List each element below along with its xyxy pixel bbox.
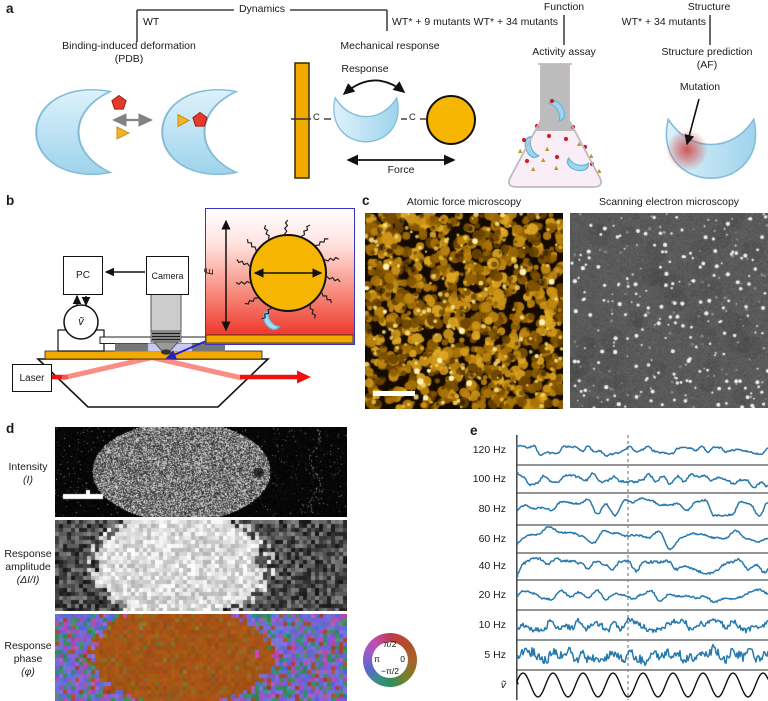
intensity-label-2: (I) xyxy=(23,474,33,486)
row-label-20hz: 20 Hz xyxy=(478,589,506,601)
binding-deformation-schematic xyxy=(35,88,238,176)
sem-image xyxy=(570,213,768,408)
gold-particle xyxy=(426,95,476,145)
wt34-structure-label: WT* + 34 mutants xyxy=(621,16,706,28)
phase-tick-right: 0 xyxy=(400,654,405,664)
row-label-drive: ṽ xyxy=(500,679,506,691)
spacer-left xyxy=(115,343,148,352)
function-label: Function xyxy=(543,1,585,13)
response-label: Response xyxy=(341,63,389,75)
linker-c-left: C xyxy=(313,112,320,123)
phase-tick-left: π xyxy=(374,654,380,664)
surface-polymers xyxy=(235,219,341,320)
panel-b-label: b xyxy=(6,193,15,208)
panel-a-label: a xyxy=(6,1,14,16)
colorwheel-center xyxy=(372,642,408,678)
evanescent-field-inset: Ẽ xyxy=(205,208,355,345)
sem-title: Scanning electron microscopy xyxy=(598,196,740,208)
bound-triangle xyxy=(177,113,191,128)
panel-a-art xyxy=(35,9,757,188)
phase-image xyxy=(55,614,347,701)
amplitude-image xyxy=(55,520,347,611)
laser-text: Laser xyxy=(19,372,45,384)
mutation-arrow xyxy=(684,98,700,146)
field-label: Ẽ xyxy=(204,268,216,275)
structure-label: Structure xyxy=(687,1,731,13)
row-label-40hz: 40 Hz xyxy=(478,560,506,572)
laser-arrowhead xyxy=(297,370,311,384)
gold-surface xyxy=(206,334,353,343)
beam-down xyxy=(151,355,243,381)
afm-image xyxy=(365,213,563,409)
pc-text: PC xyxy=(76,270,90,281)
phase-tick-bottom: −π/2 xyxy=(381,666,399,676)
mechanical-response-schematic xyxy=(291,62,476,179)
wt-label: WT xyxy=(143,16,160,28)
activity-assay-flask xyxy=(508,63,602,188)
prism-and-beam xyxy=(36,355,311,408)
linker-c-right: C xyxy=(409,112,416,123)
intensity-image xyxy=(55,427,347,517)
afm-title: Atomic force microscopy xyxy=(406,196,522,208)
phase-tick-top: π/2 xyxy=(383,639,397,649)
tether-protein xyxy=(259,309,281,334)
camera-box: Camera xyxy=(146,256,189,295)
binding-title-1: Binding-induced deformation xyxy=(62,40,196,52)
row-label-10hz: 10 Hz xyxy=(478,619,506,631)
afm-scalebar xyxy=(373,391,415,396)
bound-pentagon xyxy=(192,111,208,127)
structure-prediction-schematic xyxy=(665,98,757,179)
row-label-5hz: 5 Hz xyxy=(484,649,506,661)
row-label-120hz: 120 Hz xyxy=(472,444,506,456)
mutation-label: Mutation xyxy=(679,81,721,93)
phase-label-3: (φ) xyxy=(21,666,35,678)
ligand-pentagon xyxy=(111,94,127,110)
ligand-triangle xyxy=(116,126,131,140)
laser-box: Laser xyxy=(12,364,52,392)
amplitude-label-3: (ΔI/I) xyxy=(16,574,40,586)
panel-b-art xyxy=(36,267,311,408)
prism xyxy=(36,358,270,408)
inset-art xyxy=(206,219,353,343)
wall xyxy=(294,62,310,179)
trace-plot xyxy=(516,435,768,700)
function-generator-circle xyxy=(63,304,99,340)
panel-d-label: d xyxy=(6,421,15,436)
panel-c-label: c xyxy=(362,193,370,208)
amplitude-label-2: amplitude xyxy=(5,561,51,573)
intensity-label-1: Intensity xyxy=(8,461,48,473)
camera-text: Camera xyxy=(151,270,184,281)
force-label: Force xyxy=(387,164,415,176)
structpred-title-1: Structure prediction xyxy=(661,46,753,58)
row-label-60hz: 60 Hz xyxy=(478,533,506,545)
binding-title-2: (PDB) xyxy=(114,53,144,65)
mutation-hotspot xyxy=(666,129,708,171)
signal-arrows xyxy=(72,267,145,307)
row-label-100hz: 100 Hz xyxy=(472,473,506,485)
pc-box: PC xyxy=(63,256,103,295)
mechanical-title: Mechanical response xyxy=(340,40,440,52)
phase-colorwheel: π/2 π 0 −π/2 xyxy=(363,633,417,687)
phase-label-1: Response xyxy=(4,640,52,652)
spacer-right xyxy=(192,343,225,352)
flask-outline xyxy=(508,64,602,188)
phase-label-2: phase xyxy=(13,653,43,665)
wt9-label: WT* + 9 mutants xyxy=(392,16,471,28)
response-arrow xyxy=(342,79,406,96)
beam-up xyxy=(61,355,153,381)
gold-layer xyxy=(44,350,263,360)
amplitude-label-1: Response xyxy=(4,548,52,560)
wt34-function-label: WT* + 34 mutants xyxy=(473,16,558,28)
function-generator-label: ṽ xyxy=(78,316,84,328)
dynamics-label: Dynamics xyxy=(233,3,291,15)
row-label-80hz: 80 Hz xyxy=(478,503,506,515)
activity-title: Activity assay xyxy=(532,46,596,58)
structpred-title-2: (AF) xyxy=(696,59,718,71)
panel-e-label: e xyxy=(470,423,478,438)
